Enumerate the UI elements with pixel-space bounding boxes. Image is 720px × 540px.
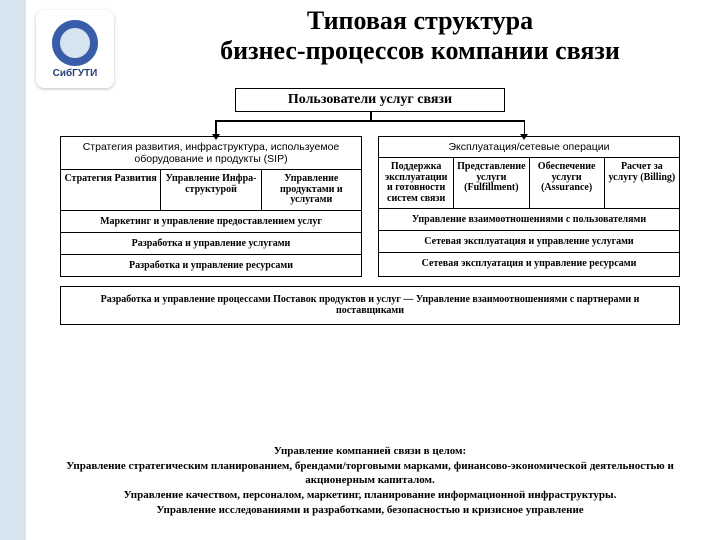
columns: Стратегия развития, инфраструктура, испо… xyxy=(60,136,680,277)
right-col-header: Эксплуатация/сетевые операции xyxy=(379,137,679,158)
full-width-band: Разработка и управление процессами Поста… xyxy=(60,286,680,325)
logo: СибГУТИ xyxy=(36,10,114,88)
left-band-2: Разработка и управление ресурсами xyxy=(61,254,361,276)
logo-ring-icon xyxy=(52,20,98,66)
diagram: Пользователи услуг связи Стратегия разви… xyxy=(60,88,680,325)
right-sub-0: Поддержка эксплуатации и готовности сист… xyxy=(379,158,454,208)
page-title: Типовая структура бизнес-процессов компа… xyxy=(130,6,710,66)
right-sub-2: Обеспечение услуги (Assurance) xyxy=(530,158,605,208)
left-subrow: Стратегия Развития Управление Инфра-стру… xyxy=(61,170,361,210)
title-line-1: Типовая структура xyxy=(307,6,533,35)
right-sub-3: Расчет за услугу (Billing) xyxy=(605,158,679,208)
bottom-line-1: Управление стратегическим планированием,… xyxy=(60,459,680,489)
right-band-1: Сетевая эксплуатация и управление услуга… xyxy=(379,230,679,252)
left-band-0: Маркетинг и управление предоставлением у… xyxy=(61,210,361,232)
right-band-2: Сетевая эксплуатация и управление ресурс… xyxy=(379,252,679,274)
left-col-header: Стратегия развития, инфраструктура, испо… xyxy=(61,137,361,170)
title-line-2: бизнес-процессов компании связи xyxy=(220,36,620,65)
right-band-0: Управление взаимоотношениями с пользоват… xyxy=(379,208,679,230)
bottom-text: Управление компанией связи в целом: Упра… xyxy=(60,444,680,518)
left-column: Стратегия развития, инфраструктура, испо… xyxy=(60,136,362,277)
bottom-line-2: Управление качеством, персоналом, маркет… xyxy=(60,488,680,503)
bottom-line-0: Управление компанией связи в целом: xyxy=(60,444,680,459)
side-stripe xyxy=(0,0,26,540)
right-subrow: Поддержка эксплуатации и готовности сист… xyxy=(379,158,679,208)
left-band-1: Разработка и управление услугами xyxy=(61,232,361,254)
logo-label: СибГУТИ xyxy=(53,68,98,79)
fork-connector xyxy=(60,112,680,136)
left-sub-2: Управление продуктами и услугами xyxy=(262,170,361,210)
left-sub-0: Стратегия Развития xyxy=(61,170,161,210)
left-sub-1: Управление Инфра-структурой xyxy=(161,170,261,210)
bottom-line-3: Управление исследованиями и разработками… xyxy=(60,503,680,518)
right-sub-1: Представление услуги (Fulfillment) xyxy=(454,158,529,208)
top-box: Пользователи услуг связи xyxy=(235,88,505,112)
right-column: Эксплуатация/сетевые операции Поддержка … xyxy=(378,136,680,277)
